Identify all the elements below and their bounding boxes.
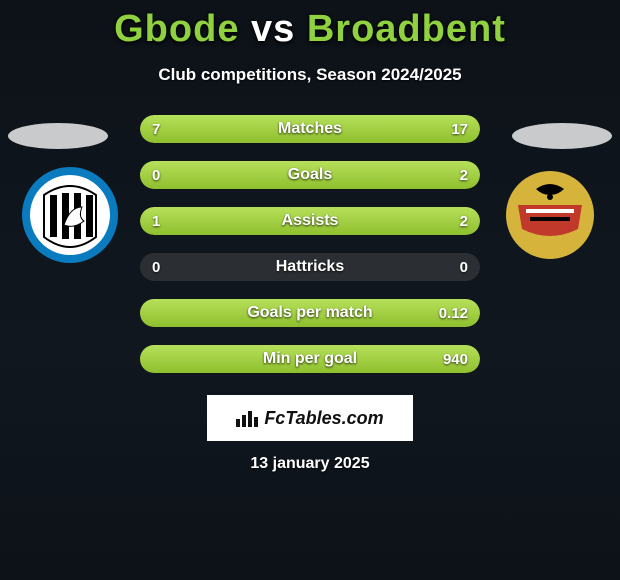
date-text: 13 january 2025 — [0, 455, 620, 473]
stat-bar: 02Goals — [140, 161, 480, 189]
bar-label: Hattricks — [140, 253, 480, 281]
doncaster-crest-icon — [500, 165, 600, 265]
title-left: Gbode — [114, 8, 239, 50]
comparison-infographic: Gbode vs Broadbent Club competitions, Se… — [0, 0, 620, 580]
bar-label: Goals per match — [140, 299, 480, 327]
bar-label: Assists — [140, 207, 480, 235]
bar-label: Goals — [140, 161, 480, 189]
stat-bar: 12Assists — [140, 207, 480, 235]
footer-logo-box: FcTables.com — [207, 395, 413, 441]
club-crest-left — [20, 165, 120, 265]
fctables-logo: FcTables.com — [236, 408, 383, 429]
ellipse-right — [512, 123, 612, 149]
footer-text: FcTables.com — [264, 408, 383, 429]
bars-icon — [236, 409, 258, 427]
stat-bars: 717Matches 02Goals 12Assists 00Hattricks 0.1… — [140, 115, 480, 373]
stat-bar: 717Matches — [140, 115, 480, 143]
gillingham-crest-icon — [20, 165, 120, 265]
subtitle: Club competitions, Season 2024/2025 — [0, 65, 620, 85]
page-title: Gbode vs Broadbent — [0, 0, 620, 51]
stat-bar: 00Hattricks — [140, 253, 480, 281]
bar-label: Min per goal — [140, 345, 480, 373]
comparison-stage: 717Matches 02Goals 12Assists 00Hattricks 0.1… — [0, 115, 620, 373]
stat-bar: 940Min per goal — [140, 345, 480, 373]
title-vs: vs — [251, 8, 295, 50]
title-right: Broadbent — [307, 8, 506, 50]
bar-label: Matches — [140, 115, 480, 143]
ellipse-left — [8, 123, 108, 149]
stat-bar: 0.12Goals per match — [140, 299, 480, 327]
club-crest-right — [500, 165, 600, 265]
